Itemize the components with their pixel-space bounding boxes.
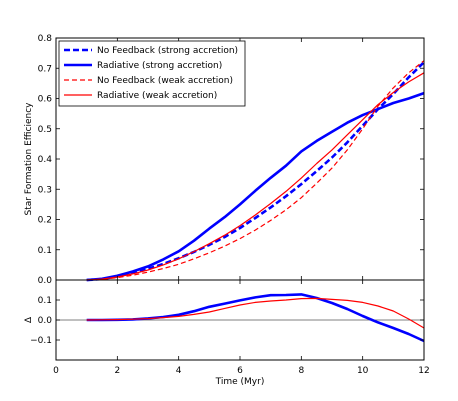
legend-label-1: Radiative (strong accretion)	[97, 61, 222, 71]
bottom-series-line-0	[86, 293, 425, 343]
top-y-tick-label-8: 0.8	[38, 34, 53, 44]
top-y-tick-label-1: 0.1	[38, 246, 52, 256]
legend-item-3: Radiative (weak accretion)	[64, 91, 217, 101]
bottom-x-tick-label-4: 8	[298, 366, 304, 376]
bottom-y-ticks: −0.1 0.0 0.1	[30, 296, 424, 346]
legend-label-0: No Feedback (strong accretion)	[97, 46, 238, 56]
top-y-tick-label-0: 0.0	[38, 276, 53, 286]
bottom-x-tick-label-3: 6	[237, 366, 243, 376]
top-y-axis-label: Star Formation Efficiency	[24, 102, 34, 216]
bottom-x-tick-label-6: 12	[418, 366, 429, 376]
bottom-y-tick-label-0: −0.1	[30, 336, 52, 346]
bottom-x-tick-label-5: 10	[357, 366, 369, 376]
bottom-y-axis-label: Δ	[24, 316, 34, 323]
bottom-y-tick-label-2: 0.1	[38, 296, 52, 306]
bottom-x-tick-label-2: 4	[176, 366, 182, 376]
x-axis-label: Time (Myr)	[215, 377, 265, 387]
top-y-tick-label-5: 0.5	[38, 125, 52, 135]
top-y-tick-label-7: 0.7	[38, 64, 52, 74]
bottom-y-tick-label-1: 0.0	[38, 316, 53, 326]
bottom-x-tick-label-1: 2	[114, 366, 120, 376]
legend-item-1: Radiative (strong accretion)	[64, 61, 222, 71]
legend-label-2: No Feedback (weak accretion)	[97, 76, 233, 86]
top-panel: 0.0 0.1 0.2 0.3 0.4 0.5 0.6 0.7 0.8 Star Formati…	[24, 34, 425, 286]
top-series-line-3	[86, 72, 425, 281]
bottom-x-ticks: 0 2 4 6 8 10 12	[53, 280, 430, 376]
bottom-series-line-1	[86, 297, 425, 329]
legend-item-2: No Feedback (weak accretion)	[64, 76, 233, 86]
legend: No Feedback (strong accretion) Radiative…	[58, 40, 246, 107]
top-y-ticks: 0.0 0.1 0.2 0.3 0.4 0.5 0.6 0.7 0.8	[38, 34, 424, 286]
top-series-line-2	[86, 60, 425, 281]
bottom-panel: −0.1 0.0 0.1 0 2 4 6 8 10 12 Δ Time (Myr)	[24, 279, 430, 387]
bottom-x-tick-label-0: 0	[53, 366, 59, 376]
top-series-line-0	[86, 61, 425, 282]
top-y-tick-label-6: 0.6	[38, 95, 53, 105]
legend-item-0: No Feedback (strong accretion)	[64, 46, 238, 56]
top-y-tick-label-2: 0.2	[38, 216, 52, 226]
bottom-series-group	[86, 293, 425, 343]
top-y-tick-label-3: 0.3	[38, 185, 52, 195]
top-y-tick-label-4: 0.4	[38, 155, 53, 165]
top-series-group	[86, 60, 425, 282]
legend-label-3: Radiative (weak accretion)	[97, 91, 217, 101]
top-series-line-1	[86, 91, 425, 282]
